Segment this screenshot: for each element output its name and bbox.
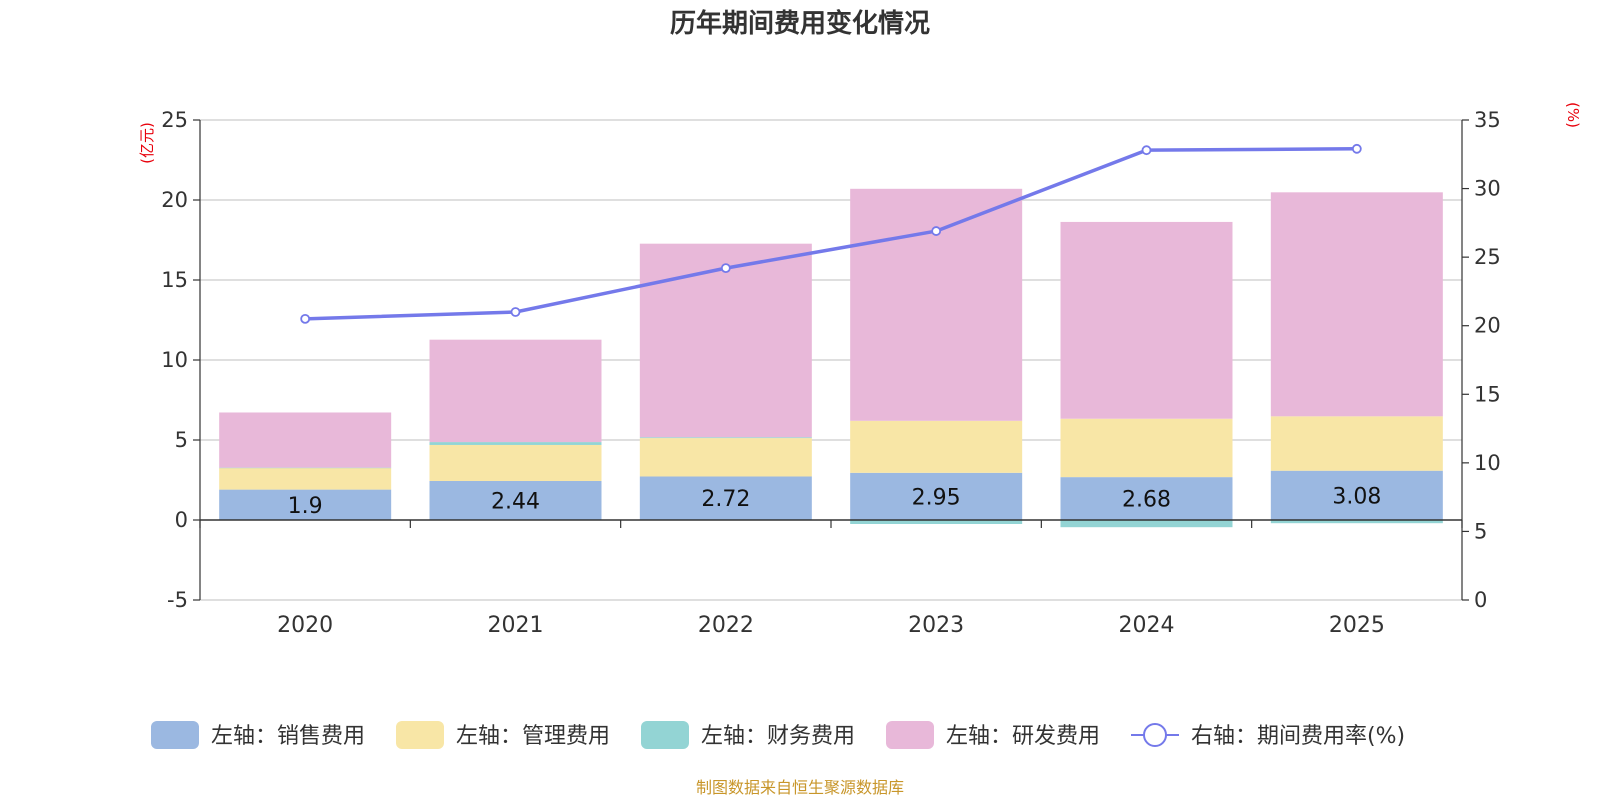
left-tick-label: 0 [175, 508, 188, 532]
x-tick-label-2022: 2022 [698, 613, 754, 638]
right-tick-label: 5 [1474, 519, 1487, 543]
legend-label: 左轴：销售费用 [211, 724, 365, 749]
right-tick-label: 35 [1474, 108, 1501, 132]
bar-segment-series0-2020 [219, 489, 392, 520]
rate-line [300, 143, 1362, 324]
bar-segment-series0-2021 [429, 480, 602, 520]
rate-point-2025 [1351, 143, 1362, 154]
left-axis-unit-label: (亿元) [138, 122, 156, 164]
bar-segment-series2-2025 [1270, 520, 1443, 524]
bar-data-label-2024: 2.68 [1122, 488, 1171, 513]
legend-swatch [151, 721, 199, 749]
legend-item-3: 左轴：研发费用 [886, 721, 1100, 749]
legend-item-1: 左轴：管理费用 [396, 721, 610, 749]
legend-item-0: 左轴：销售费用 [151, 721, 365, 749]
bar-segment-series1-2020 [219, 468, 392, 490]
bars [219, 188, 1443, 528]
bar-segment-series1-2025 [1270, 416, 1443, 471]
rate-point-2020 [300, 313, 311, 324]
right-tick-label: 15 [1474, 382, 1501, 406]
rate-point-2022 [720, 263, 731, 274]
rate-point-2023 [931, 226, 942, 236]
legend-label: 左轴：财务费用 [701, 724, 855, 749]
bar-segment-series3-2025 [1270, 192, 1443, 417]
x-tick-label-2021: 2021 [488, 613, 544, 638]
bar-segment-series2-2023 [850, 520, 1023, 524]
left-tick-label: -5 [167, 588, 188, 612]
bar-segment-series2-2022 [639, 437, 812, 439]
x-axis: 2020 2021 2022 2023 2024 2025 [199, 519, 1463, 638]
bar-segment-series2-2020 [219, 467, 392, 469]
legend-item-4: 右轴：期间费用率(%) [1131, 723, 1405, 749]
bar-segment-series1-2023 [850, 420, 1023, 473]
bar-segment-series3-2022 [639, 243, 812, 438]
bar-segment-series1-2021 [429, 444, 602, 481]
bar-segment-series0-2024 [1060, 477, 1233, 520]
x-tick-label-2023: 2023 [908, 613, 964, 638]
bar-segment-series3-2021 [429, 339, 602, 443]
left-tick-label: 15 [161, 268, 188, 292]
right-axis: 35 30 25 20 15 10 5 0 [1461, 108, 1501, 612]
bar-data-label-2023: 2.95 [912, 485, 961, 510]
x-tick-label-2020: 2020 [277, 613, 333, 638]
right-tick-label: 0 [1474, 588, 1487, 612]
legend: 左轴：销售费用 左轴：管理费用 左轴：财务费用 左轴：研发费用 右轴：期间费用率(%) [151, 721, 1405, 749]
legend-label: 左轴：研发费用 [946, 724, 1100, 749]
right-tick-label: 20 [1474, 314, 1501, 338]
left-tick-label: 5 [175, 428, 188, 452]
legend-label: 左轴：管理费用 [456, 724, 610, 749]
bar-segment-series0-2022 [639, 476, 812, 520]
legend-item-2: 左轴：财务费用 [641, 721, 855, 749]
right-tick-label: 30 [1474, 177, 1501, 201]
left-tick-label: 25 [161, 108, 188, 132]
grid-lines [200, 119, 1462, 601]
bar-segment-series2-2024 [1060, 520, 1233, 528]
left-axis: 25 20 15 10 5 0 -5 [161, 108, 201, 612]
legend-marker [1143, 723, 1167, 747]
legend-swatch [641, 721, 689, 749]
legend-label: 右轴：期间费用率(%) [1191, 724, 1405, 749]
data-labels: 1.9 2.44 2.72 2.95 2.68 3.08 [288, 484, 1382, 518]
right-tick-label: 25 [1474, 245, 1501, 269]
bar-data-label-2021: 2.44 [491, 489, 540, 514]
bar-data-label-2022: 2.72 [701, 487, 750, 512]
bar-segment-series2-2021 [429, 442, 602, 445]
x-tick-label-2024: 2024 [1119, 613, 1175, 638]
left-tick-label: 10 [161, 348, 188, 372]
bar-segment-series0-2025 [1270, 470, 1443, 520]
bar-segment-series1-2022 [639, 438, 812, 477]
bar-segment-series1-2024 [1060, 418, 1233, 478]
right-tick-label: 10 [1474, 451, 1501, 475]
bar-segment-series3-2023 [850, 188, 1023, 421]
x-tick-label-2025: 2025 [1329, 613, 1385, 638]
bar-segment-series0-2023 [850, 472, 1023, 520]
right-axis-unit-label: (%) [1564, 102, 1582, 128]
left-tick-label: 20 [161, 188, 188, 212]
rate-point-2024 [1141, 145, 1152, 156]
legend-swatch [396, 721, 444, 749]
legend-swatch [886, 721, 934, 749]
bar-segment-series3-2024 [1060, 221, 1233, 419]
bar-data-label-2020: 1.9 [288, 494, 323, 519]
bar-data-label-2025: 3.08 [1332, 484, 1381, 509]
bar-segment-series3-2020 [219, 412, 392, 468]
chart-title: 历年期间费用变化情况 [670, 8, 930, 39]
rate-line-path [305, 147, 1357, 321]
rate-point-2021 [510, 307, 521, 317]
source-note: 制图数据来自恒生聚源数据库 [696, 778, 904, 797]
